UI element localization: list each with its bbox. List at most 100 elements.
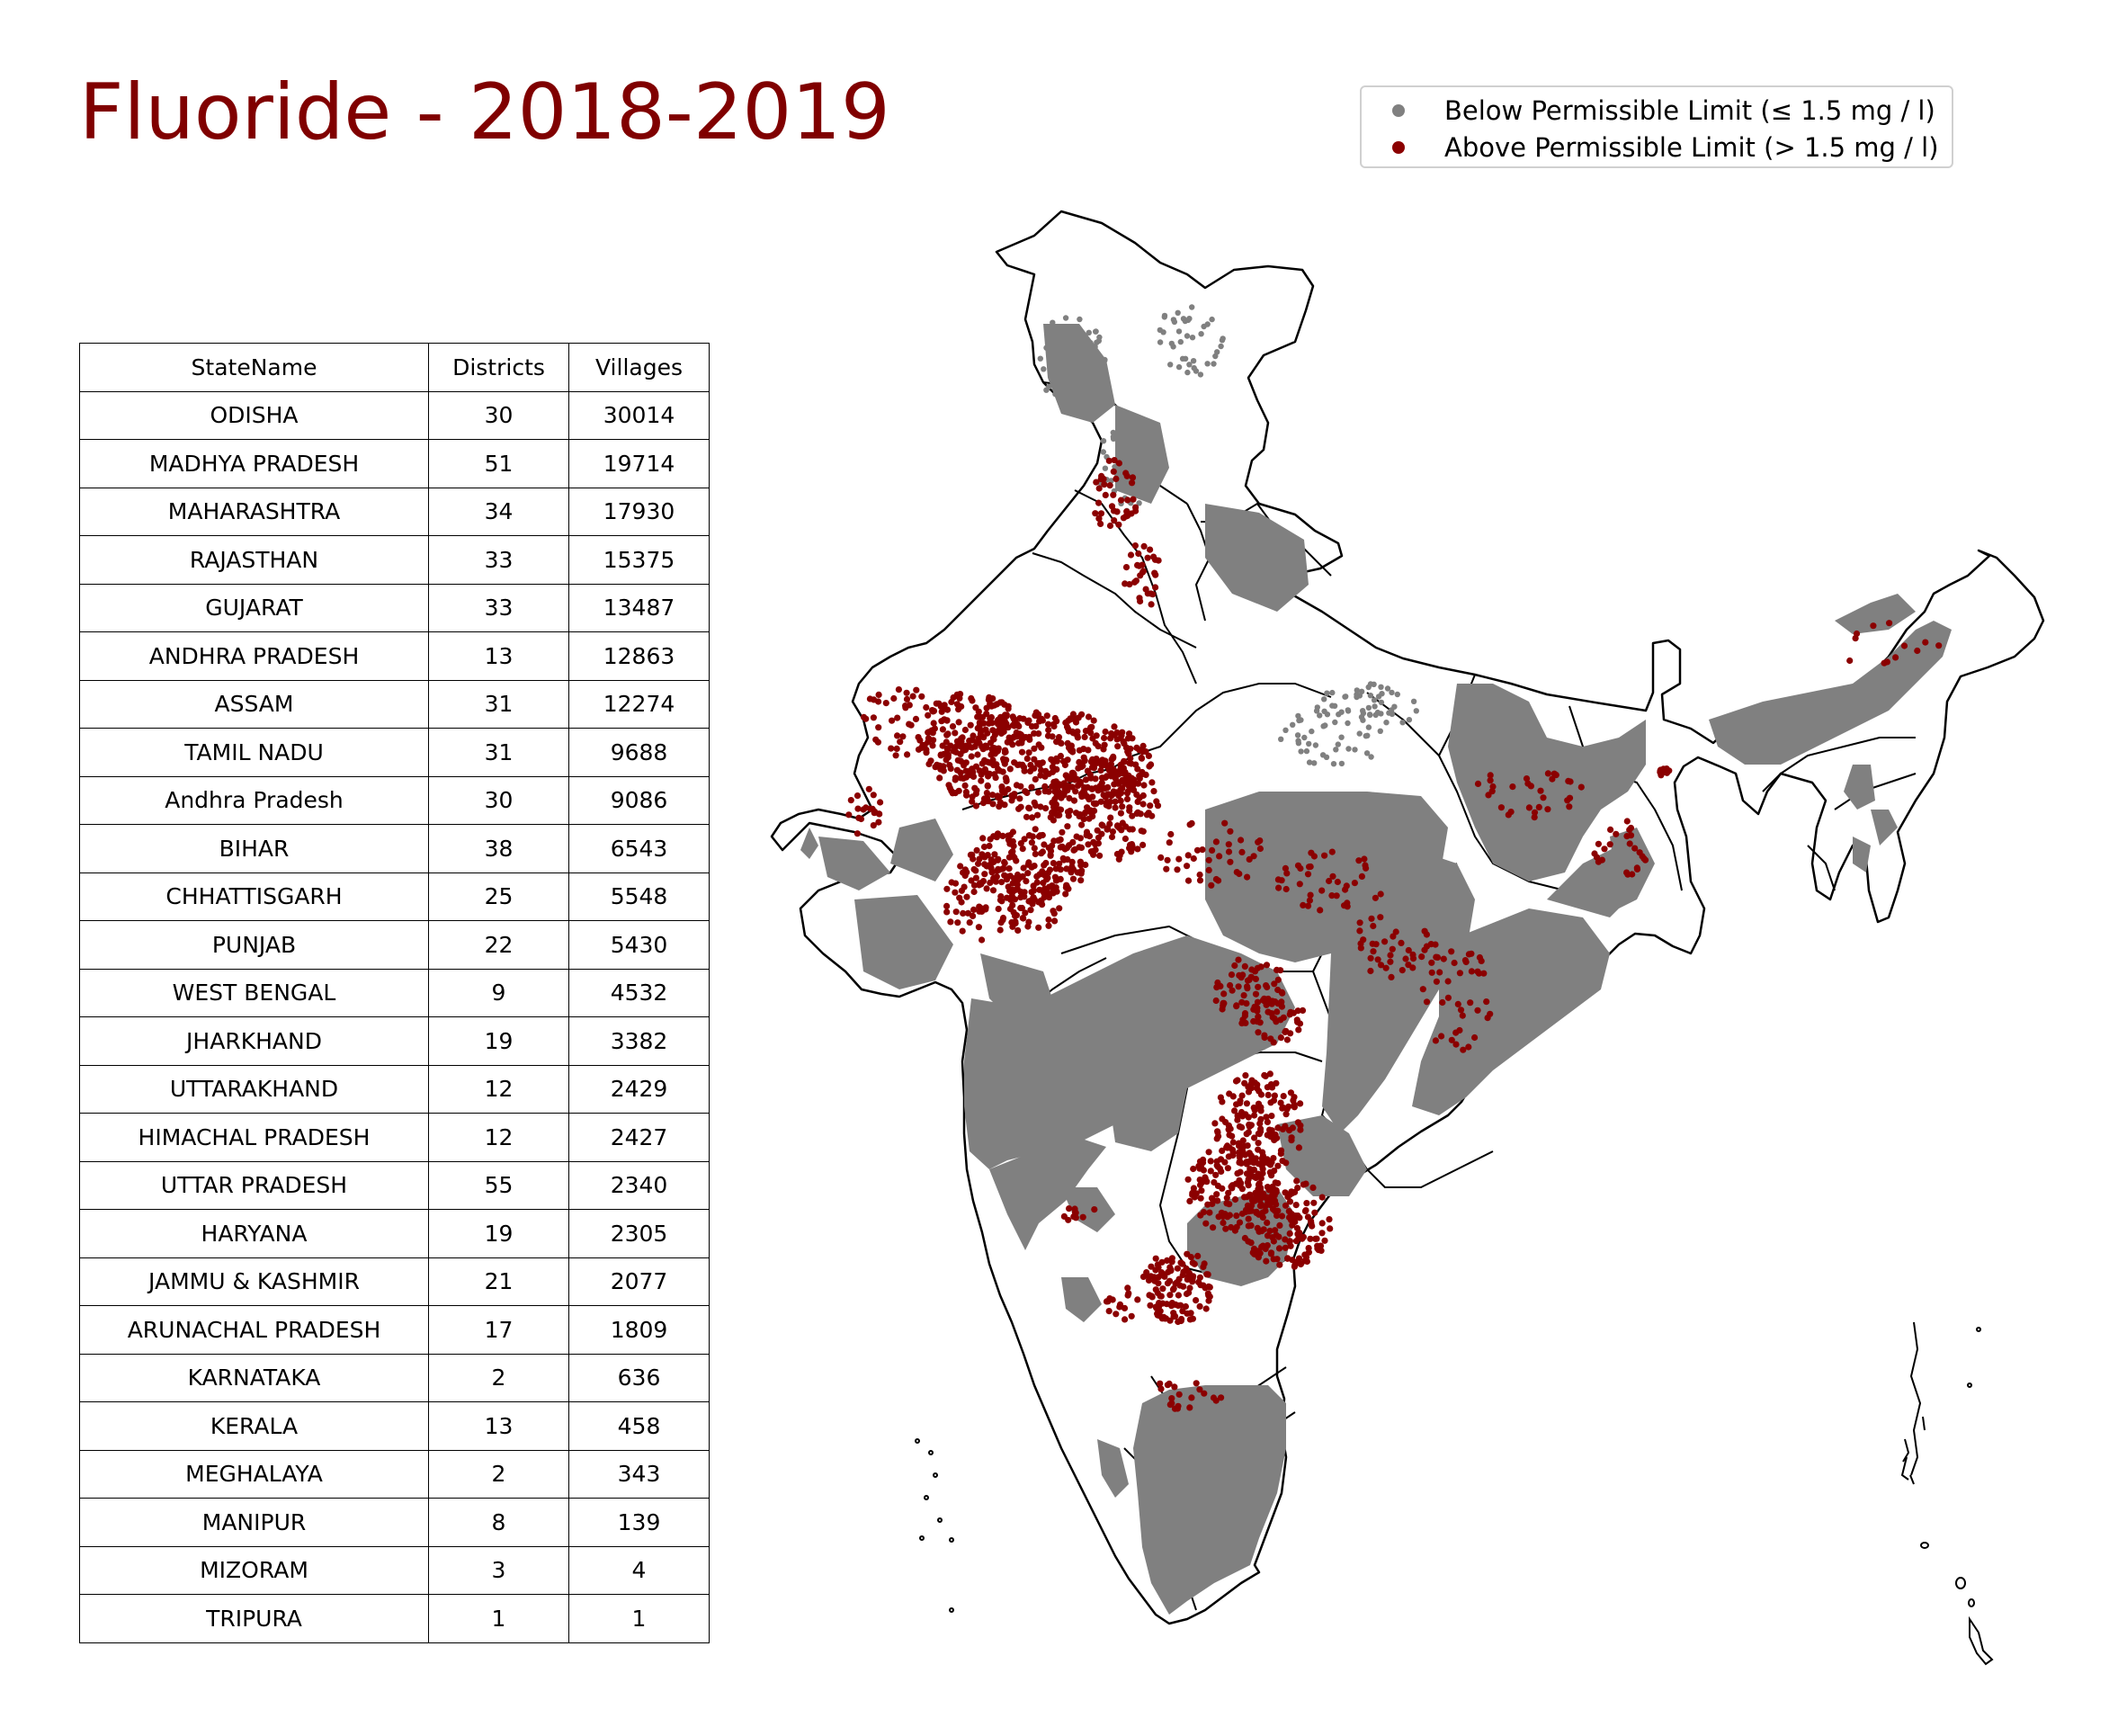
above-limit-point [1269,1192,1276,1199]
above-limit-point [1222,1225,1229,1232]
below-limit-point [1110,434,1117,440]
above-limit-point [1212,1171,1220,1178]
above-limit-point [981,871,988,878]
above-limit-point [1180,1268,1187,1275]
above-limit-point [1106,522,1114,530]
above-limit-point [1082,776,1089,783]
above-limit-point [1432,941,1439,948]
below-limit-point [1041,366,1047,372]
below-limit-point [1073,367,1079,373]
above-limit-point [1180,1283,1187,1290]
below-limit-point [1170,344,1176,350]
above-limit-point [949,723,957,730]
above-limit-point [1167,830,1175,838]
above-limit-point [1196,1181,1204,1189]
above-limit-point [1144,554,1151,561]
above-limit-point [1269,1183,1276,1190]
below-limit-point [1367,681,1374,687]
above-limit-point [1121,1304,1129,1311]
cell-statename: PUNJAB [79,920,429,970]
above-limit-point [1266,1070,1273,1078]
below-limit-point [1064,346,1071,353]
above-limit-point [983,790,990,797]
above-limit-point [1134,1296,1141,1303]
above-limit-point [1593,854,1601,861]
above-limit-point [1184,1250,1191,1257]
above-limit-point [928,707,936,714]
above-limit-point [1200,1263,1207,1271]
above-limit-point [1009,880,1016,887]
below-limit-point [1197,371,1204,378]
above-limit-point [1497,804,1505,811]
above-limit-point [1277,1150,1284,1158]
above-limit-point [1428,969,1435,976]
above-limit-point [1105,1308,1113,1315]
above-limit-point [1077,780,1084,787]
above-limit-point [1170,1310,1177,1317]
above-limit-point [1154,802,1162,810]
above-limit-point [1297,1100,1304,1107]
above-limit-point [1116,1301,1124,1308]
above-limit-point [1577,783,1585,791]
below-limit-point [1333,747,1339,753]
above-limit-point [1101,481,1108,488]
above-limit-point [1003,873,1011,881]
above-limit-point [1372,894,1379,901]
above-limit-point [1595,840,1602,847]
column-header-villages: Villages [568,343,710,392]
above-limit-point [1485,792,1492,799]
above-limit-point [1271,1015,1278,1022]
above-limit-point [1191,1260,1198,1267]
above-limit-point [1296,1020,1304,1027]
below-limit-point [1235,535,1242,541]
above-limit-point [1050,722,1058,730]
above-limit-point [1294,862,1302,869]
below-limit-point [1338,734,1345,740]
above-limit-point [1045,788,1052,795]
above-limit-point [1313,1235,1320,1242]
below-limit-point [1054,342,1060,349]
above-limit-point [913,686,920,694]
cell-villages: 2429 [568,1064,710,1114]
above-limit-point [1121,757,1128,765]
below-limit-point [1282,535,1289,541]
above-limit-point [991,771,998,778]
cell-statename: CHHATTISGARH [79,872,429,921]
above-limit-point [1377,962,1385,969]
below-limit-point [1043,387,1050,393]
above-limit-point [989,887,997,894]
above-limit-point [988,869,996,876]
below-limit-point [1056,324,1062,330]
above-limit-point [1233,869,1240,876]
above-limit-point [969,798,976,805]
above-limit-point [1306,864,1313,871]
above-limit-point [1059,757,1068,765]
above-limit-point [925,729,932,736]
above-limit-point [1073,810,1080,817]
above-limit-point [1045,720,1052,728]
above-limit-point [1264,983,1271,991]
above-limit-point [1231,1227,1238,1234]
above-limit-point [976,739,983,747]
cell-villages: 13487 [568,583,710,632]
table-row: WEST BENGAL 9 4532 [79,968,710,1017]
above-limit-point [1278,989,1285,996]
below-limit-point [1321,708,1327,714]
below-limit-point [1068,357,1075,364]
cell-statename: UTTAR PRADESH [79,1160,429,1210]
below-limit-point [1180,316,1187,322]
above-limit-point [1101,734,1108,742]
above-limit-point [1421,927,1428,935]
above-limit-point [1282,1123,1289,1130]
above-limit-point [1452,1041,1460,1048]
above-limit-point [1257,1185,1265,1192]
above-limit-point [1028,783,1035,791]
above-limit-point [1032,802,1040,810]
above-limit-point [1268,1169,1275,1177]
above-limit-point [1102,784,1109,792]
above-limit-point [889,717,896,724]
above-limit-point [877,799,884,806]
above-limit-point [1126,841,1134,849]
above-limit-point [1544,770,1551,777]
above-limit-point [1136,562,1143,569]
